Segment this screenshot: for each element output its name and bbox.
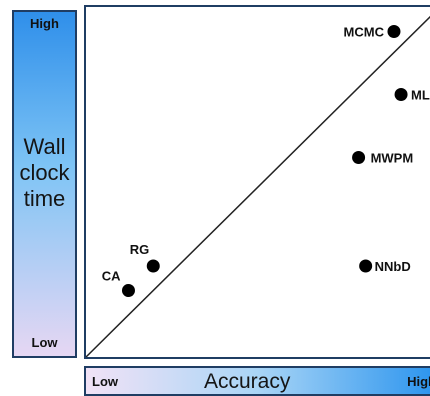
point-label-mwpm: MWPM [371,151,414,166]
y-axis-low-label: Low [31,335,58,350]
point-label-ca: CA [102,269,121,284]
x-axis-gradient-legend: Low Accuracy High [84,366,430,396]
point-label-mcmc: MCMC [344,25,385,40]
point-label-rg: RG [130,242,150,257]
plot-area: MCMC MLD MWPM NNbD RG CA [84,5,430,359]
point-rg [146,259,160,273]
y-axis-gradient-legend: High Wall clock time Low [12,10,77,358]
x-axis-low-label: Low [92,374,118,389]
y-axis-high-label: High [30,16,59,31]
point-label-nnbd: NNbD [375,259,411,274]
point-mld [394,88,408,101]
point-label-mld: MLD [411,88,430,103]
scatter-plot: MCMC MLD MWPM NNbD RG CA [86,15,430,357]
point-nnbd [359,259,373,273]
diagonal-line [86,15,430,357]
point-mwpm [352,151,366,164]
x-axis-title: Accuracy [204,370,291,393]
y-axis-title: Wall clock time [19,134,70,211]
point-mcmc [387,25,401,38]
x-axis-high-label: High [407,374,430,389]
point-ca [121,284,135,297]
